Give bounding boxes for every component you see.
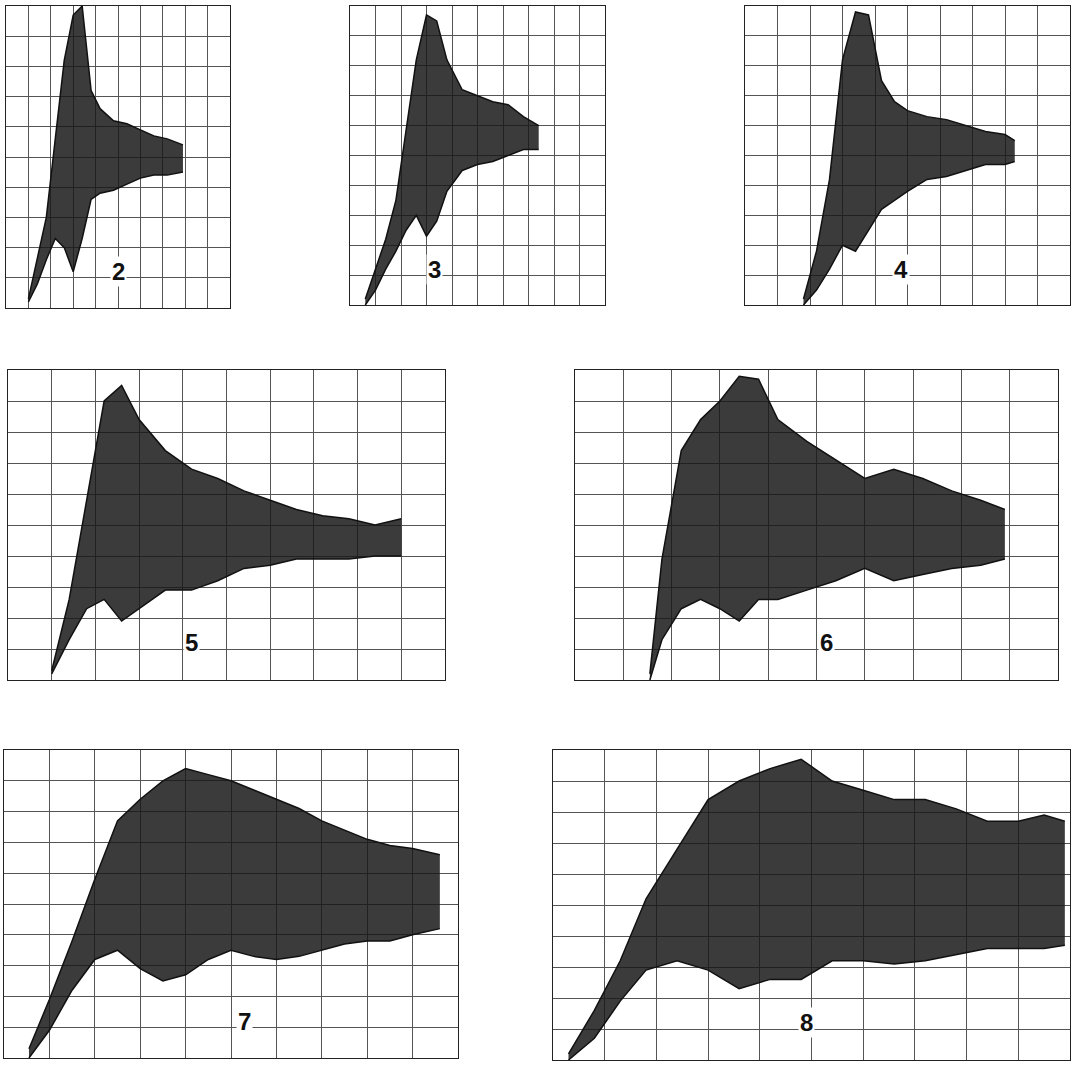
svg-text:5: 5 [185, 629, 198, 656]
svg-text:4: 4 [894, 256, 908, 283]
svg-text:8: 8 [800, 1009, 813, 1036]
svg-text:3: 3 [428, 256, 441, 283]
svg-text:7: 7 [238, 1008, 251, 1035]
svg-text:2: 2 [112, 258, 125, 285]
svg-text:6: 6 [820, 629, 833, 656]
